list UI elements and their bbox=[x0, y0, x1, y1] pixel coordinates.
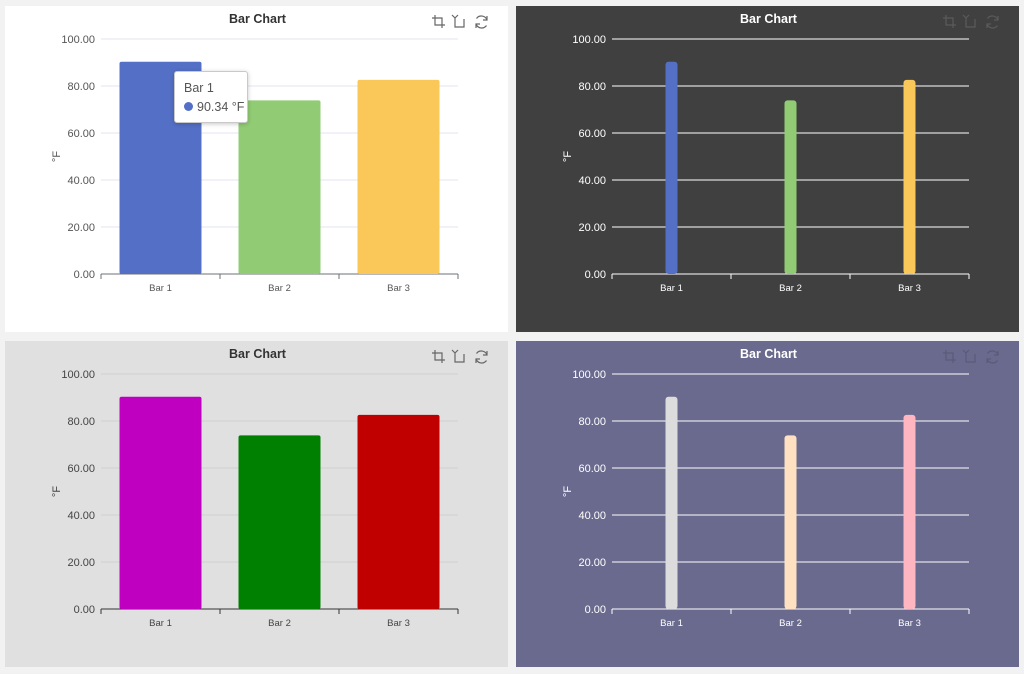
y-tick-label: 100.00 bbox=[61, 34, 95, 46]
bar[interactable] bbox=[903, 414, 916, 609]
tooltip-value: 90.34 °F bbox=[197, 100, 245, 114]
y-tick-label: 0.00 bbox=[585, 269, 606, 281]
x-tick-label: Bar 3 bbox=[898, 283, 921, 294]
y-axis-label: °F bbox=[51, 151, 63, 162]
bar[interactable] bbox=[784, 100, 797, 275]
chart-title: Bar Chart bbox=[229, 12, 287, 26]
bar[interactable] bbox=[665, 61, 678, 274]
bar[interactable] bbox=[119, 396, 202, 609]
y-tick-label: 40.00 bbox=[578, 175, 606, 187]
chart-panel-dark: Bar Chart 0.00 20.00 40.00 60.00 80.00 100.00 °… bbox=[516, 6, 1019, 332]
toolbox bbox=[943, 349, 999, 364]
y-tick-label: 100.00 bbox=[572, 369, 606, 381]
toolbox bbox=[943, 14, 999, 29]
chart-panel-light: Bar Chart 0.00 20.00 40.00 60.00 80.00 100.00 °… bbox=[5, 6, 508, 332]
y-axis-label: °F bbox=[51, 486, 63, 497]
x-tick-label: Bar 2 bbox=[779, 283, 802, 294]
zoom-reset-icon[interactable] bbox=[962, 14, 976, 28]
chart-panel-gray: Bar Chart 0.00 20.00 40.00 60.00 80.00 100.00 °… bbox=[5, 341, 508, 667]
y-tick-label: 80.00 bbox=[578, 81, 606, 93]
y-tick-label: 100.00 bbox=[572, 34, 606, 46]
zoom-reset-icon[interactable] bbox=[962, 349, 976, 363]
y-tick-label: 80.00 bbox=[67, 416, 95, 428]
x-tick-label: Bar 3 bbox=[898, 618, 921, 629]
x-tick-label: Bar 3 bbox=[387, 283, 410, 294]
zoom-icon[interactable] bbox=[943, 15, 956, 28]
x-tick-label: Bar 1 bbox=[660, 618, 683, 629]
tooltip-dot bbox=[184, 102, 193, 111]
y-tick-label: 40.00 bbox=[67, 175, 95, 187]
zoom-reset-icon[interactable] bbox=[451, 14, 465, 28]
y-tick-label: 20.00 bbox=[578, 557, 606, 569]
y-tick-label: 0.00 bbox=[585, 604, 606, 616]
x-tick-label: Bar 2 bbox=[268, 618, 291, 629]
x-tick-label: Bar 1 bbox=[660, 283, 683, 294]
bar[interactable] bbox=[357, 79, 440, 274]
bar-chart: Bar Chart 0.00 20.00 40.00 60.00 80.00 100.00 °… bbox=[51, 12, 488, 294]
restore-icon[interactable] bbox=[475, 15, 488, 29]
bar[interactable] bbox=[238, 435, 321, 609]
y-tick-label: 0.00 bbox=[74, 269, 95, 281]
y-tick-label: 60.00 bbox=[67, 128, 95, 140]
x-tick-label: Bar 1 bbox=[149, 283, 172, 294]
y-tick-label: 80.00 bbox=[67, 81, 95, 93]
y-axis-label: °F bbox=[562, 151, 574, 162]
bar[interactable] bbox=[903, 79, 916, 274]
x-tick-label: Bar 1 bbox=[149, 618, 172, 629]
y-tick-label: 40.00 bbox=[67, 510, 95, 522]
y-tick-label: 80.00 bbox=[578, 416, 606, 428]
tooltip-category: Bar 1 bbox=[184, 81, 214, 95]
x-tick-label: Bar 3 bbox=[387, 618, 410, 629]
tooltip-row: 90.34 °F bbox=[184, 99, 247, 115]
y-tick-label: 60.00 bbox=[578, 463, 606, 475]
zoom-icon[interactable] bbox=[432, 15, 445, 28]
toolbox bbox=[432, 14, 488, 29]
chart-title: Bar Chart bbox=[740, 12, 798, 26]
x-tick-label: Bar 2 bbox=[779, 618, 802, 629]
bar-chart: Bar Chart 0.00 20.00 40.00 60.00 80.00 100.00 °… bbox=[562, 347, 999, 629]
y-tick-label: 20.00 bbox=[578, 222, 606, 234]
y-tick-label: 0.00 bbox=[74, 604, 95, 616]
y-tick-label: 20.00 bbox=[67, 557, 95, 569]
zoom-icon[interactable] bbox=[943, 350, 956, 363]
bar[interactable] bbox=[784, 435, 797, 609]
tooltip: Bar 1 90.34 °F bbox=[174, 71, 248, 123]
restore-icon[interactable] bbox=[986, 350, 999, 364]
zoom-reset-icon[interactable] bbox=[451, 349, 465, 363]
bar[interactable] bbox=[665, 396, 678, 609]
zoom-icon[interactable] bbox=[432, 350, 445, 363]
y-tick-label: 20.00 bbox=[67, 222, 95, 234]
y-tick-label: 100.00 bbox=[61, 369, 95, 381]
y-axis-label: °F bbox=[562, 486, 574, 497]
toolbox bbox=[432, 349, 488, 364]
y-tick-label: 40.00 bbox=[578, 510, 606, 522]
y-tick-label: 60.00 bbox=[67, 463, 95, 475]
bar-chart: Bar Chart 0.00 20.00 40.00 60.00 80.00 100.00 °… bbox=[51, 347, 488, 629]
bar[interactable] bbox=[238, 100, 321, 275]
restore-icon[interactable] bbox=[986, 15, 999, 29]
bar[interactable] bbox=[357, 414, 440, 609]
bar-chart: Bar Chart 0.00 20.00 40.00 60.00 80.00 100.00 °… bbox=[562, 12, 999, 294]
restore-icon[interactable] bbox=[475, 350, 488, 364]
y-tick-label: 60.00 bbox=[578, 128, 606, 140]
chart-title: Bar Chart bbox=[740, 347, 798, 361]
x-tick-label: Bar 2 bbox=[268, 283, 291, 294]
chart-panel-purple: Bar Chart 0.00 20.00 40.00 60.00 80.00 100.00 °… bbox=[516, 341, 1019, 667]
chart-title: Bar Chart bbox=[229, 347, 287, 361]
